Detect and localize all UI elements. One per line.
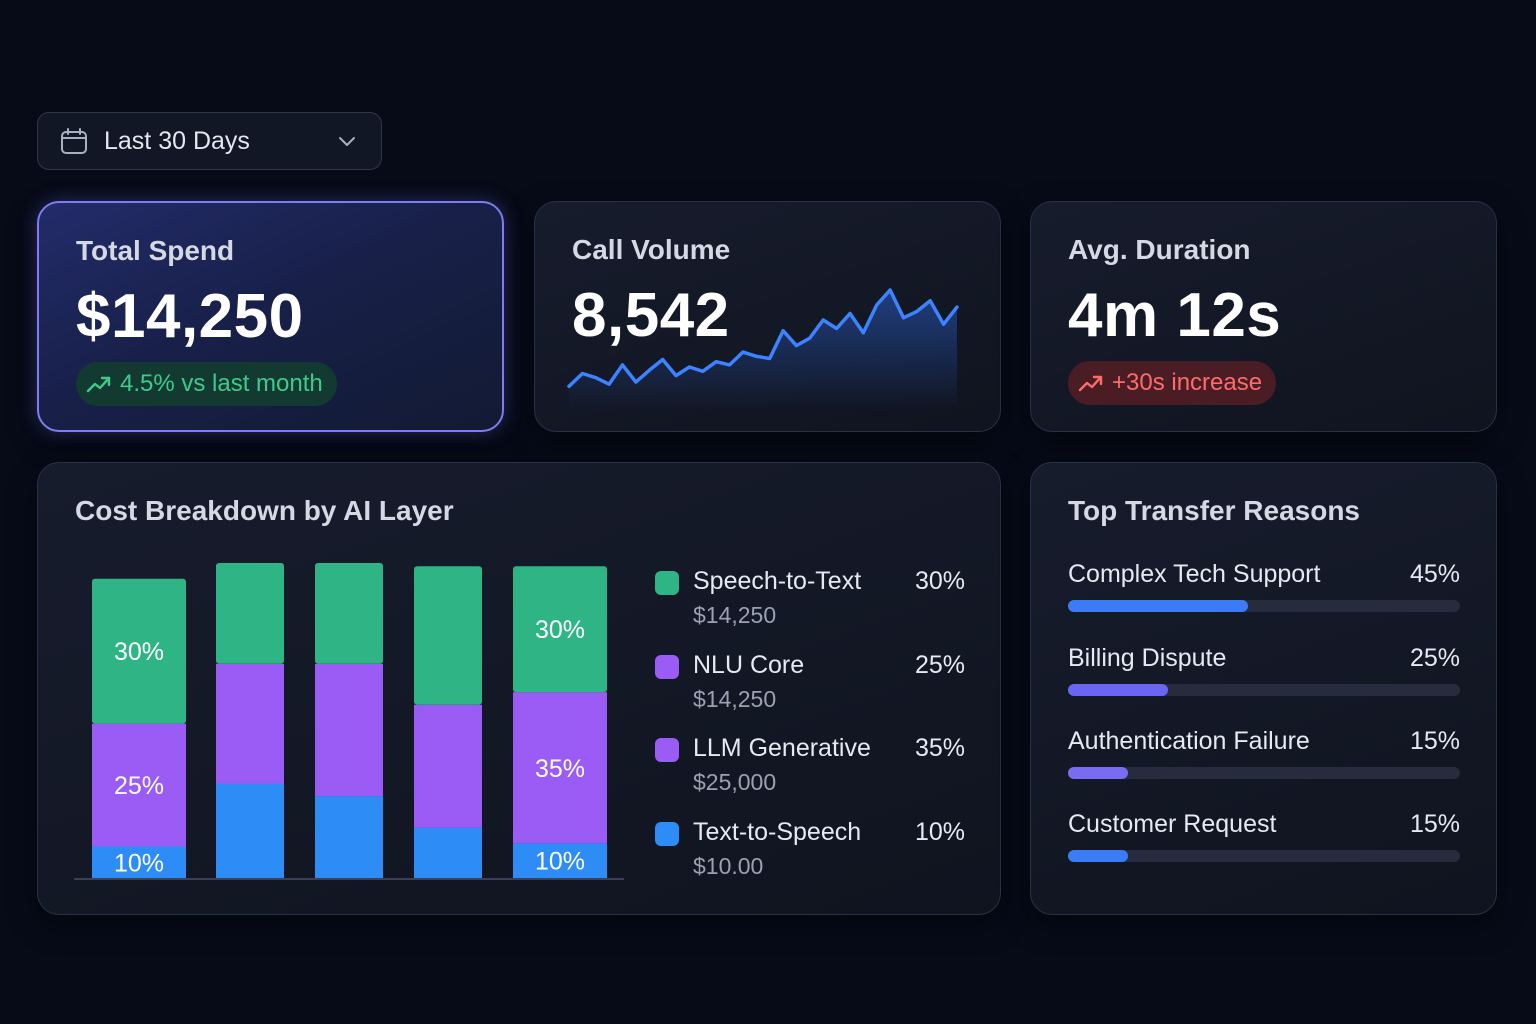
legend-swatch (655, 738, 679, 762)
call-volume-title: Call Volume (572, 234, 731, 265)
legend-amount: $10.00 (693, 853, 764, 879)
stacked-bar-segment (513, 843, 607, 878)
transfer-reason-percent: 25% (1409, 644, 1460, 672)
transfer-reason-percent: 15% (1409, 727, 1460, 755)
progress-track (1068, 767, 1460, 779)
chevron-down-icon (339, 137, 355, 146)
legend-name: LLM Generative (693, 734, 871, 762)
stacked-bar-segment (315, 563, 383, 664)
legend-name: Text-to-Speech (693, 818, 862, 846)
progress-track (1068, 600, 1460, 612)
call-volume-sparkline (567, 288, 959, 410)
trend-up-icon (1078, 375, 1103, 392)
avg-duration-title: Avg. Duration (1068, 234, 1251, 265)
calendar-icon (61, 128, 87, 154)
trend-up-icon (86, 376, 111, 393)
stacked-bar-segment (216, 663, 284, 784)
bar-segment-label: 25% (114, 772, 164, 800)
legend-item-speech-to-text: Speech-to-Text 30% $14,250 (655, 565, 965, 635)
transfer-reason-name: Authentication Failure (1068, 727, 1310, 755)
bar-segment-label: 10% (535, 848, 585, 876)
avg-duration-card[interactable]: Avg. Duration 4m 12s +30s increase (1030, 201, 1497, 432)
transfer-reason-percent: 45% (1409, 560, 1460, 588)
total-spend-change-badge: 4.5% vs last month (76, 362, 337, 406)
legend-name: Speech-to-Text (693, 567, 862, 595)
progress-fill (1068, 767, 1128, 779)
stacked-bar-segment (414, 704, 482, 828)
legend-item-text-to-speech: Text-to-Speech 10% $10.00 (655, 816, 965, 886)
stacked-bar-segment (513, 692, 607, 844)
legend-percent: 30% (914, 567, 965, 595)
date-range-dropdown[interactable]: Last 30 Days (37, 112, 382, 170)
stacked-bar-segment (216, 563, 284, 664)
avg-duration-change-badge: +30s increase (1068, 361, 1277, 405)
transfer-reasons-card: Top Transfer Reasons Complex Tech Suppor… (1030, 462, 1497, 915)
bar-segment-label: 10% (114, 849, 164, 877)
legend-name: NLU Core (693, 651, 805, 679)
sparkline-area (569, 290, 957, 410)
legend-percent: 35% (914, 734, 965, 762)
legend-swatch (655, 571, 679, 595)
stacked-bar-segment (92, 846, 186, 878)
bar-segment-label: 30% (114, 638, 164, 666)
call-volume-card[interactable]: Call Volume 8,542 (534, 201, 1001, 432)
legend-amount: $25,000 (693, 769, 777, 795)
stacked-bar-segment (216, 783, 284, 878)
legend-swatch (655, 822, 679, 846)
legend-percent: 25% (914, 651, 965, 679)
legend-item-llm-generative: LLM Generative 35% $25,000 (655, 732, 965, 802)
cost-breakdown-stacked-bar-chart: 10% 25% 30% 10% 35% 30% (74, 563, 624, 880)
progress-fill (1068, 684, 1168, 696)
transfer-reason-item: Billing Dispute 25% (1068, 644, 1460, 704)
stacked-bar-segment (513, 566, 607, 693)
progress-track (1068, 684, 1460, 696)
legend-amount: $14,250 (693, 686, 777, 712)
progress-fill (1068, 600, 1248, 612)
bar-segment-label: 35% (535, 755, 585, 783)
cost-breakdown-card: Cost Breakdown by AI Layer 10% 25% 30% 10% 3… (37, 462, 1001, 915)
stacked-bar-segment (92, 578, 186, 724)
transfer-reasons-title: Top Transfer Reasons (1068, 495, 1361, 526)
transfer-reason-item: Customer Request 15% (1068, 810, 1460, 870)
stacked-bar-segment (414, 827, 482, 878)
stacked-bar-segment (315, 796, 383, 878)
avg-duration-change-text: +30s increase (1112, 369, 1263, 396)
total-spend-value: $14,250 (76, 282, 304, 351)
cost-breakdown-title: Cost Breakdown by AI Layer (75, 495, 454, 526)
progress-track (1068, 850, 1460, 862)
progress-fill (1068, 850, 1128, 862)
call-volume-value: 8,542 (572, 281, 730, 350)
legend-amount: $14,250 (693, 602, 777, 628)
total-spend-title: Total Spend (76, 235, 235, 266)
transfer-reason-name: Complex Tech Support (1068, 560, 1321, 588)
total-spend-card[interactable]: Total Spend $14,250 4.5% vs last month (37, 201, 504, 432)
transfer-reason-name: Billing Dispute (1068, 644, 1227, 672)
stacked-bar-segment (315, 663, 383, 797)
sparkline-line (567, 288, 959, 389)
legend-swatch (655, 655, 679, 679)
date-range-label: Last 30 Days (104, 126, 250, 155)
transfer-reason-percent: 15% (1409, 810, 1460, 838)
stacked-bar-segment (92, 723, 186, 847)
legend-percent: 10% (914, 818, 965, 846)
transfer-reason-item: Authentication Failure 15% (1068, 727, 1460, 787)
legend-item-nlu-core: NLU Core 25% $14,250 (655, 649, 965, 719)
avg-duration-value: 4m 12s (1068, 281, 1282, 350)
transfer-reason-name: Customer Request (1068, 810, 1277, 838)
stacked-bar-segment (414, 566, 482, 705)
bar-segment-label: 30% (535, 616, 585, 644)
transfer-reason-item: Complex Tech Support 45% (1068, 560, 1460, 620)
total-spend-change-text: 4.5% vs last month (120, 370, 323, 397)
